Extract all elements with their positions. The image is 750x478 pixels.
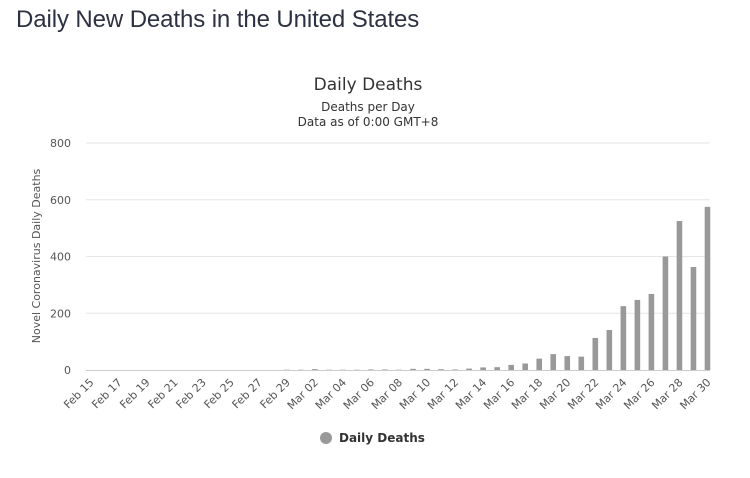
x-tick-label: Feb 23 <box>173 376 208 411</box>
y-tick-label: 200 <box>50 307 71 320</box>
x-tick-label: Feb 25 <box>202 376 237 411</box>
bar[interactable] <box>508 364 514 370</box>
x-tick-label: Feb 27 <box>230 376 265 411</box>
legend-marker <box>320 432 332 444</box>
bar[interactable] <box>606 329 613 370</box>
bar[interactable] <box>634 299 641 370</box>
y-tick-label: 0 <box>64 364 71 377</box>
bar[interactable] <box>368 369 374 370</box>
bar[interactable] <box>494 367 500 370</box>
bar[interactable] <box>536 358 543 370</box>
y-tick-label: 400 <box>50 251 71 264</box>
y-tick-label: 600 <box>50 194 71 207</box>
bar[interactable] <box>564 356 571 370</box>
bar[interactable] <box>410 368 416 370</box>
x-tick-label: Feb 15 <box>61 376 96 411</box>
bar[interactable] <box>382 369 388 370</box>
chart-subtitle-line-1: Deaths per Day <box>321 100 415 114</box>
bar[interactable] <box>704 206 711 370</box>
bars <box>284 206 711 371</box>
bar[interactable] <box>522 363 528 370</box>
x-tick-label: Feb 19 <box>117 376 152 411</box>
y-axis-ticks: 0 200 400 600 800 <box>50 137 71 377</box>
bar[interactable] <box>480 367 486 370</box>
legend-item-daily-deaths[interactable]: Daily Deaths <box>320 431 425 445</box>
bar[interactable] <box>662 256 669 371</box>
bar[interactable] <box>312 369 318 370</box>
y-axis-label: Novel Coronavirus Daily Deaths <box>30 168 43 343</box>
bar[interactable] <box>620 306 627 370</box>
bar[interactable] <box>690 266 697 370</box>
y-tick-label: 800 <box>50 137 71 150</box>
chart-title: Daily Deaths <box>314 75 423 95</box>
bar[interactable] <box>438 369 444 370</box>
bar[interactable] <box>466 368 472 370</box>
x-tick-label: Mar 30 <box>677 376 713 412</box>
legend-label: Daily Deaths <box>339 431 425 445</box>
bar[interactable] <box>648 293 655 370</box>
bar[interactable] <box>550 354 557 370</box>
bar[interactable] <box>452 369 458 370</box>
bar[interactable] <box>578 356 585 370</box>
x-tick-label: Feb 21 <box>145 376 180 411</box>
page-title: Daily New Deaths in the United States <box>16 6 420 33</box>
grid-lines <box>86 142 710 314</box>
chart-subtitle-line-2: Data as of 0:00 GMT+8 <box>298 115 439 129</box>
x-tick-label: Feb 17 <box>89 376 124 411</box>
bar[interactable] <box>592 337 599 370</box>
bar[interactable] <box>424 368 430 370</box>
bar[interactable] <box>676 221 683 370</box>
